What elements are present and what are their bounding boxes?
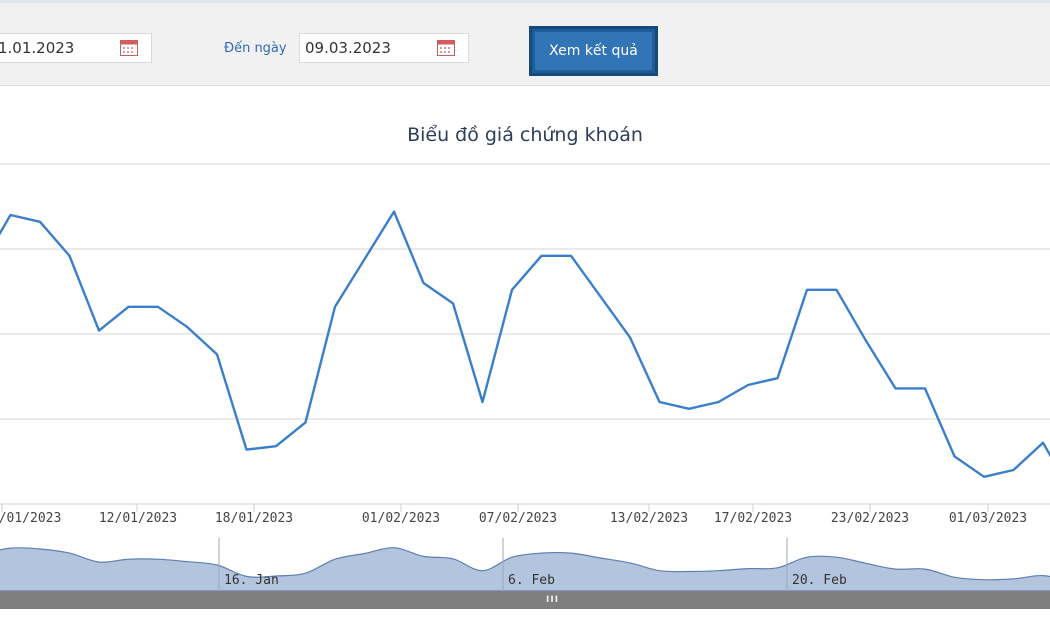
x-tick-label: 12/01/2023 <box>99 511 177 526</box>
x-axis-ticks <box>1 504 989 512</box>
navigator-scrollbar[interactable]: III <box>0 591 1050 609</box>
scrollbar-grip[interactable]: III <box>546 595 560 605</box>
x-tick-label: 07/02/2023 <box>479 511 557 526</box>
submit-button[interactable]: Xem kết quả <box>529 26 658 76</box>
date-filter-bar: 1.01.2023 Đến ngày 09.03.2023 Xem kết qu… <box>0 0 1050 86</box>
navigator-label: 20. Feb <box>792 573 847 588</box>
x-axis-labels: /01/2023 12/01/2023 18/01/2023 01/02/2023 07… <box>0 511 1027 526</box>
gridlines <box>0 163 1050 420</box>
x-tick-label: 18/01/2023 <box>215 511 293 526</box>
navigator-separators <box>218 538 788 591</box>
to-date-value: 09.03.2023 <box>305 39 391 57</box>
x-tick-label: 17/02/2023 <box>714 511 792 526</box>
calendar-icon[interactable] <box>120 40 138 56</box>
x-tick-label: 23/02/2023 <box>831 511 909 526</box>
x-tick-label: 13/02/2023 <box>610 511 688 526</box>
x-tick-label: 01/03/2023 <box>949 511 1027 526</box>
submit-button-label: Xem kết quả <box>535 32 652 70</box>
navigator-label: 6. Feb <box>508 573 555 588</box>
x-tick-label: 01/02/2023 <box>362 511 440 526</box>
navigator-label: 16. Jan <box>224 573 279 588</box>
price-line <box>0 210 1050 478</box>
to-date-label: Đến ngày <box>224 41 287 56</box>
calendar-icon[interactable] <box>437 40 455 56</box>
from-date-value: 1.01.2023 <box>0 39 75 57</box>
from-date-field[interactable]: 1.01.2023 <box>0 33 152 63</box>
to-date-field[interactable]: 09.03.2023 <box>299 33 469 63</box>
chart-title: Biểu đồ giá chứng khoán <box>407 124 643 146</box>
x-tick-label: /01/2023 <box>0 511 61 526</box>
navigator-labels: 16. Jan 6. Feb 20. Feb <box>224 573 847 588</box>
navigator[interactable]: 16. Jan 6. Feb 20. Feb <box>0 538 1050 592</box>
